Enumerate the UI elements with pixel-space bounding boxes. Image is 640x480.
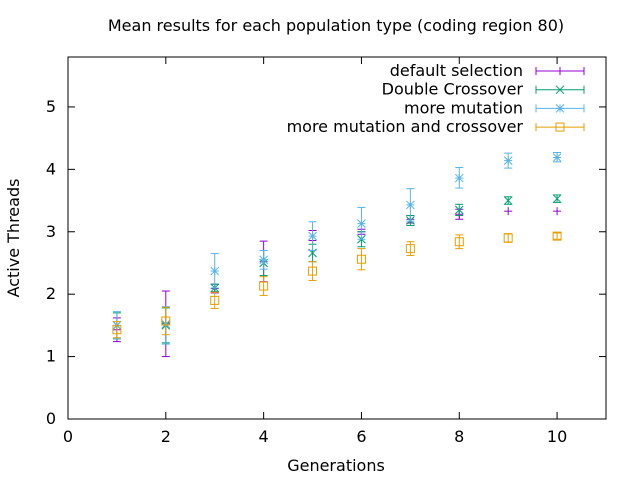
x-tick-label: 2: [161, 427, 171, 446]
data-point: [552, 153, 562, 162]
x-tick-label: 4: [259, 427, 269, 446]
legend-entry: default selection: [390, 61, 585, 80]
data-point: [259, 281, 269, 291]
x-tick-label: 6: [356, 427, 366, 446]
y-axis-label: Active Threads: [4, 179, 23, 298]
y-tick-label: 3: [46, 222, 56, 241]
error-bar: [357, 248, 366, 271]
legend-marker: [555, 85, 565, 95]
legend-label: more mutation and crossover: [287, 117, 524, 136]
x-tick-label: 10: [547, 427, 567, 446]
data-point: [112, 325, 122, 335]
data-point: [504, 207, 513, 216]
data-point: [553, 207, 562, 216]
legend-marker: [556, 67, 564, 75]
series: [112, 231, 562, 339]
x-axis-label: Generations: [287, 456, 385, 475]
chart-title: Mean results for each population type (c…: [108, 16, 564, 35]
data-point: [454, 205, 464, 215]
legend-entry: more mutation and crossover: [287, 117, 585, 136]
y-tick-label: 4: [46, 159, 56, 178]
y-tick-label: 1: [46, 347, 56, 366]
data-point: [454, 237, 464, 247]
error-bar: [259, 276, 268, 296]
error-bar: [455, 234, 464, 250]
plot-area: [67, 56, 607, 420]
legend-marker: [555, 104, 565, 113]
data-point: [210, 266, 220, 276]
error-bar: [553, 232, 562, 240]
legend-marker: [555, 122, 565, 132]
error-bar: [161, 306, 170, 336]
data-point: [503, 196, 513, 205]
series: [112, 207, 562, 358]
error-bar: [308, 261, 317, 281]
data-point: [308, 231, 317, 241]
error-bar: [504, 233, 513, 243]
data-point: [405, 244, 415, 254]
data-point: [503, 233, 513, 243]
legend-label: default selection: [390, 61, 523, 80]
x-tick-label: 0: [63, 427, 73, 446]
y-tick-label: 2: [46, 284, 56, 303]
data-layer: [112, 151, 562, 358]
series: [112, 151, 562, 345]
data-point: [454, 173, 464, 183]
y-tick-label: 5: [46, 97, 56, 116]
data-point: [552, 231, 562, 241]
y-axis: 0 1 2 3 4 5: [46, 97, 606, 428]
x-tick-label: 8: [454, 427, 464, 446]
data-point: [357, 219, 366, 228]
error-bar: [210, 291, 219, 310]
legend-label: more mutation: [404, 98, 523, 117]
legend-entry: Double Crossover: [382, 80, 585, 99]
series: [112, 194, 562, 344]
data-point: [503, 156, 513, 165]
data-point: [161, 316, 171, 326]
y-tick-label: 0: [46, 409, 56, 428]
data-point: [259, 255, 268, 265]
legend-entry: more mutation: [404, 98, 585, 117]
data-point: [406, 200, 415, 210]
x-axis: 0 2 4 6 8 10: [63, 57, 567, 446]
data-point: [356, 254, 366, 264]
legend-label: Double Crossover: [382, 80, 524, 99]
plot-border: [67, 56, 607, 420]
data-point: [552, 194, 562, 204]
error-bar: [406, 241, 415, 256]
error-bar: [112, 321, 121, 339]
data-point: [308, 266, 318, 276]
data-point: [210, 295, 220, 305]
